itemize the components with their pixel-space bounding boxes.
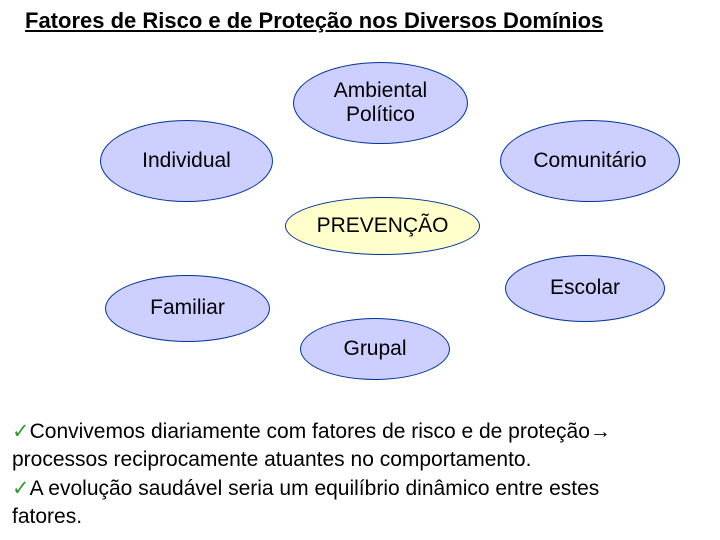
node-prevencao-label: PREVENÇÃO (317, 214, 449, 238)
node-familiar: Familiar (105, 275, 270, 342)
check-icon: ✓ (12, 477, 30, 500)
check-icon: ✓ (12, 420, 30, 443)
node-ambiental: AmbientalPolítico (293, 62, 468, 144)
node-prevencao: PREVENÇÃO (285, 197, 480, 255)
bullet-line: processos reciprocamente atuantes no com… (12, 446, 611, 474)
bullet-line: ✓Convivemos diariamente com fatores de r… (12, 418, 611, 446)
bullet-line: ✓A evolução saudável seria um equilíbrio… (12, 475, 611, 503)
node-individual-label: Individual (142, 149, 231, 173)
node-escolar-label: Escolar (550, 276, 620, 300)
node-individual: Individual (100, 120, 273, 202)
node-escolar: Escolar (505, 255, 665, 322)
node-comunitario: Comunitário (500, 120, 680, 202)
node-grupal-label: Grupal (343, 337, 406, 361)
node-grupal: Grupal (300, 318, 450, 380)
bullet-line: fatores. (12, 503, 611, 531)
page-title: Fatores de Risco e de Proteção nos Diver… (25, 8, 603, 34)
bullet-block: ✓Convivemos diariamente com fatores de r… (12, 418, 611, 531)
node-familiar-label: Familiar (150, 296, 225, 320)
bullet-text: fatores. (12, 505, 82, 528)
bullet-text: A evolução saudável seria um equilíbrio … (30, 477, 600, 500)
bullet-text: processos reciprocamente atuantes no com… (12, 448, 531, 471)
node-comunitario-label: Comunitário (533, 149, 646, 173)
node-ambiental-label: AmbientalPolítico (334, 79, 427, 127)
bullet-text: Convivemos diariamente com fatores de ri… (30, 420, 611, 443)
